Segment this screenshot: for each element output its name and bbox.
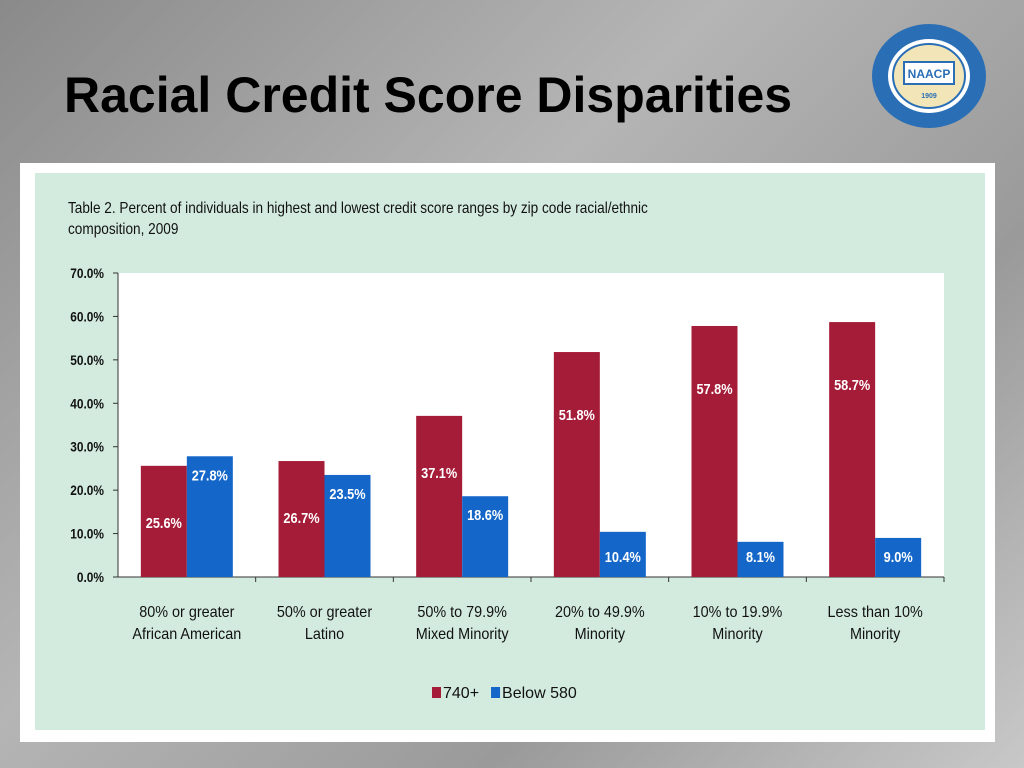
data-label: 18.6% [467, 506, 503, 523]
y-tick-label: 40.0% [70, 395, 104, 411]
legend-label: 740+ [443, 685, 479, 702]
bar-below-580 [599, 531, 646, 577]
x-tick-label: Minority [712, 625, 763, 643]
data-label: 23.5% [329, 485, 365, 502]
y-tick-label: 10.0% [70, 526, 104, 542]
data-label: 51.8% [559, 406, 595, 423]
bar-below-580 [875, 537, 922, 577]
bar-below-580 [462, 496, 509, 577]
bar-740-plus [691, 325, 738, 577]
bar-below-580 [737, 541, 784, 577]
x-tick-label: African American [132, 625, 241, 643]
plot-area [118, 273, 944, 577]
data-label: 37.1% [421, 464, 457, 481]
data-label: 10.4% [605, 548, 641, 565]
data-label: 8.1% [746, 548, 775, 565]
bar-740-plus [140, 465, 187, 577]
data-label: 9.0% [884, 548, 913, 565]
bar-740-plus [416, 415, 463, 577]
y-tick-label: 70.0% [70, 265, 104, 281]
data-label: 57.8% [696, 380, 732, 397]
bar-740-plus [278, 461, 325, 577]
legend-swatch [432, 687, 441, 698]
y-tick-label: 30.0% [70, 439, 104, 455]
data-label: 26.7% [283, 509, 319, 526]
chart-title: Table 2. Percent of individuals in highe… [68, 200, 648, 238]
slide-title: Racial Credit Score Disparities [64, 67, 793, 123]
svg-text:NAACP: NAACP [908, 67, 951, 81]
legend-swatch [491, 687, 501, 698]
x-tick-label: Minority [850, 625, 901, 643]
x-tick-label: Mixed Minority [416, 625, 509, 643]
naacp-logo: NAACP 1909 [870, 22, 988, 135]
y-tick-label: 60.0% [70, 308, 104, 324]
legend-label: Below 580 [502, 685, 577, 702]
y-tick-label: 50.0% [70, 352, 104, 368]
bar-below-580 [186, 456, 233, 577]
x-tick-label: 80% or greater [139, 603, 234, 621]
x-tick-label: 50% to 79.9% [417, 603, 507, 621]
bar-740-plus [553, 352, 600, 577]
data-label: 27.8% [192, 466, 228, 483]
x-tick-label: Latino [305, 625, 344, 643]
data-label: 25.6% [146, 514, 182, 531]
y-tick-label: 0.0% [77, 569, 105, 585]
bar-740-plus [829, 322, 876, 577]
x-tick-label: 10% to 19.9% [693, 603, 783, 621]
x-tick-label: 50% or greater [277, 603, 372, 621]
x-tick-label: 20% to 49.9% [555, 603, 645, 621]
x-tick-label: Less than 10% [828, 603, 923, 621]
bar-below-580 [324, 474, 371, 577]
svg-text:1909: 1909 [921, 93, 937, 100]
y-tick-label: 20.0% [70, 482, 104, 498]
x-tick-label: Minority [575, 625, 626, 643]
data-label: 58.7% [834, 376, 870, 393]
